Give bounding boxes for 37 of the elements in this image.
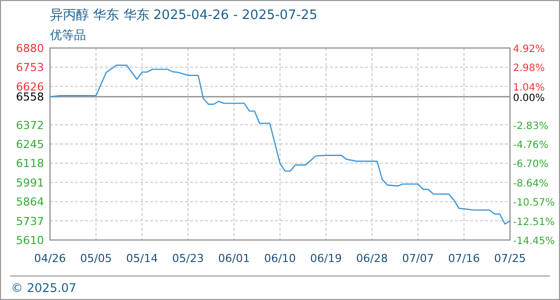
x-tick-label: 05/23 <box>172 252 204 265</box>
chart-subtitle: 优等品 <box>50 28 86 42</box>
x-tick-label: 05/05 <box>80 252 112 265</box>
y2-tick-label: 4.92% <box>513 44 545 55</box>
y-tick-label: 5991 <box>16 176 44 190</box>
x-tick-label: 07/25 <box>494 252 526 265</box>
x-tick-label: 06/10 <box>264 252 296 265</box>
x-tick-label: 07/07 <box>402 252 434 265</box>
x-tick-label: 04/26 <box>34 252 66 265</box>
y-tick-label: 5864 <box>16 196 44 209</box>
y2-tick-label: 2.98% <box>513 63 545 74</box>
x-tick-label: 06/28 <box>356 252 388 265</box>
y-tick-label: 6372 <box>16 118 44 132</box>
y2-tick-label: 0.00% <box>513 92 545 104</box>
y-tick-label: 6245 <box>16 138 44 151</box>
y2-tick-label: -12.51% <box>513 216 555 228</box>
y-tick-label: 5737 <box>16 214 44 228</box>
x-tick-label: 07/16 <box>448 252 480 265</box>
y2-tick-label: -6.70% <box>513 159 548 170</box>
y2-tick-label: 1.04% <box>513 82 545 94</box>
y-tick-label: 6753 <box>16 61 44 74</box>
y2-tick-label: -2.83% <box>513 120 548 132</box>
y-tick-label: 5610 <box>16 234 44 247</box>
y-tick-label: 6118 <box>16 157 44 170</box>
x-tick-label: 06/19 <box>310 252 342 265</box>
y2-tick-label: -4.76% <box>513 140 548 151</box>
x-tick-label: 06/01 <box>218 252 250 265</box>
y-tick-label: 6880 <box>16 42 44 55</box>
line-series <box>49 64 511 225</box>
y2-tick-label: -14.45% <box>513 236 555 247</box>
text: © 2025.07 <box>11 281 76 295</box>
y-tick-label: 6558 <box>16 90 44 104</box>
y2-tick-label: -10.57% <box>513 198 555 209</box>
chart-title: 异丙醇 华东 华东 2025-04-26 - 2025-07-25 <box>50 8 318 23</box>
y-tick-label: 6626 <box>16 80 44 94</box>
y2-tick-label: -8.64% <box>513 178 548 190</box>
x-tick-label: 05/14 <box>126 252 158 265</box>
